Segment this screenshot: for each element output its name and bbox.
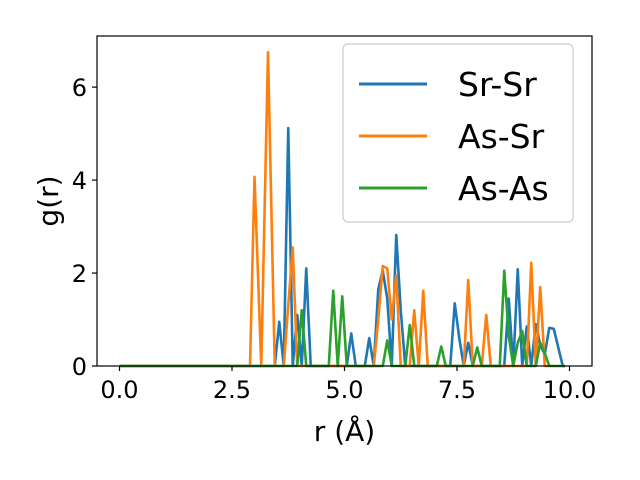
- x-tick-label: 7.5: [438, 376, 476, 404]
- x-axis: 0.0 2.5 5.0 7.5 10.0: [100, 366, 596, 404]
- y-tick-label: 6: [72, 74, 87, 102]
- x-tick-label: 0.0: [100, 376, 138, 404]
- x-tick-label: 5.0: [325, 376, 363, 404]
- x-axis-label: r (Å): [314, 414, 375, 448]
- series-line-2: [119, 269, 565, 368]
- y-tick-label: 0: [72, 353, 87, 381]
- x-tick-label: 10.0: [543, 376, 596, 404]
- x-tick-label: 2.5: [213, 376, 251, 404]
- legend: Sr-Sr As-Sr As-As: [342, 43, 574, 223]
- y-axis-label: g(r): [32, 175, 65, 226]
- legend-label-1: As-Sr: [458, 117, 545, 156]
- y-tick-label: 4: [72, 167, 87, 195]
- legend-label-2: As-As: [458, 169, 549, 208]
- legend-box: [342, 43, 574, 223]
- y-axis: 0 2 4 6: [72, 74, 97, 381]
- legend-label-0: Sr-Sr: [458, 65, 537, 104]
- y-tick-label: 2: [72, 260, 87, 288]
